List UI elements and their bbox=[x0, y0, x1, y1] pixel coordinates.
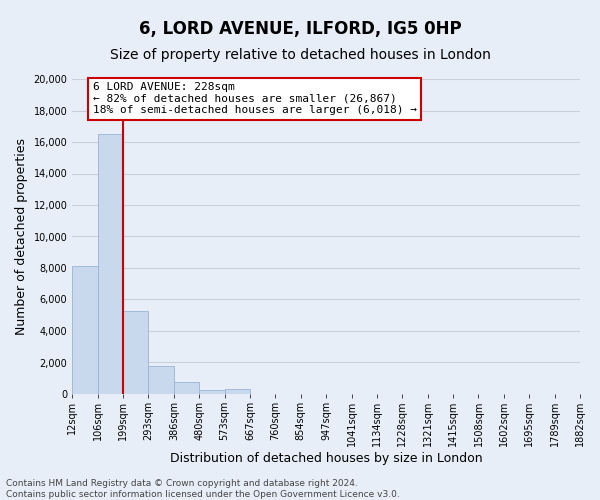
Text: 6, LORD AVENUE, ILFORD, IG5 0HP: 6, LORD AVENUE, ILFORD, IG5 0HP bbox=[139, 20, 461, 38]
Text: Size of property relative to detached houses in London: Size of property relative to detached ho… bbox=[110, 48, 490, 62]
Text: Contains HM Land Registry data © Crown copyright and database right 2024.: Contains HM Land Registry data © Crown c… bbox=[6, 478, 358, 488]
Bar bbox=[199, 390, 224, 394]
Bar bbox=[148, 366, 174, 394]
X-axis label: Distribution of detached houses by size in London: Distribution of detached houses by size … bbox=[170, 452, 482, 465]
Bar bbox=[123, 310, 148, 394]
Bar bbox=[224, 389, 250, 394]
Y-axis label: Number of detached properties: Number of detached properties bbox=[15, 138, 28, 335]
Bar bbox=[174, 382, 199, 394]
Bar bbox=[72, 266, 98, 394]
Text: 6 LORD AVENUE: 228sqm
← 82% of detached houses are smaller (26,867)
18% of semi-: 6 LORD AVENUE: 228sqm ← 82% of detached … bbox=[92, 82, 416, 116]
Text: Contains public sector information licensed under the Open Government Licence v3: Contains public sector information licen… bbox=[6, 490, 400, 499]
Bar bbox=[98, 134, 123, 394]
